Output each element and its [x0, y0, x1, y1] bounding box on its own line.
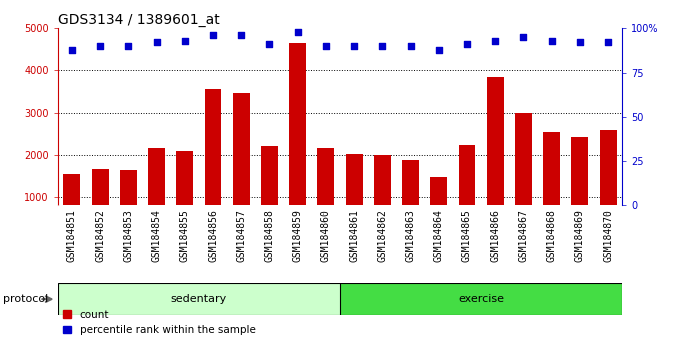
- Text: GSM184854: GSM184854: [152, 209, 162, 262]
- Point: [236, 33, 247, 38]
- FancyBboxPatch shape: [340, 283, 622, 315]
- Bar: [318, 148, 335, 239]
- Bar: [120, 170, 137, 239]
- Text: GSM184853: GSM184853: [123, 209, 133, 262]
- Text: sedentary: sedentary: [171, 294, 227, 304]
- Point: [602, 40, 613, 45]
- Text: GSM184859: GSM184859: [292, 209, 303, 262]
- Bar: [402, 160, 419, 239]
- Point: [575, 40, 585, 45]
- Point: [292, 29, 303, 35]
- Point: [320, 43, 331, 49]
- Text: GSM184857: GSM184857: [236, 209, 246, 262]
- Point: [546, 38, 557, 44]
- Point: [180, 38, 190, 44]
- Point: [433, 47, 444, 52]
- Text: GSM184870: GSM184870: [603, 209, 613, 262]
- Text: GSM184868: GSM184868: [547, 209, 557, 262]
- Point: [490, 38, 500, 44]
- Point: [123, 43, 134, 49]
- Point: [349, 43, 360, 49]
- Text: GSM184861: GSM184861: [349, 209, 359, 262]
- Bar: [176, 150, 193, 239]
- Point: [67, 47, 78, 52]
- Text: GSM184858: GSM184858: [265, 209, 275, 262]
- Bar: [600, 130, 617, 239]
- Text: GSM184865: GSM184865: [462, 209, 472, 262]
- Text: GSM184869: GSM184869: [575, 209, 585, 262]
- Text: GSM184851: GSM184851: [67, 209, 77, 262]
- Bar: [148, 148, 165, 239]
- Text: GSM184860: GSM184860: [321, 209, 331, 262]
- Point: [151, 40, 162, 45]
- Point: [95, 43, 105, 49]
- Bar: [458, 145, 475, 239]
- Text: GSM184864: GSM184864: [434, 209, 444, 262]
- Text: GSM184866: GSM184866: [490, 209, 500, 262]
- Text: GDS3134 / 1389601_at: GDS3134 / 1389601_at: [58, 13, 220, 27]
- Bar: [233, 93, 250, 239]
- Bar: [430, 177, 447, 239]
- Bar: [205, 89, 222, 239]
- Text: GSM184852: GSM184852: [95, 209, 105, 262]
- Point: [405, 43, 416, 49]
- Bar: [515, 113, 532, 239]
- Point: [207, 33, 218, 38]
- Legend: count, percentile rank within the sample: count, percentile rank within the sample: [63, 310, 256, 335]
- Point: [264, 41, 275, 47]
- Text: GSM184856: GSM184856: [208, 209, 218, 262]
- Text: exercise: exercise: [458, 294, 504, 304]
- Bar: [289, 42, 306, 239]
- FancyBboxPatch shape: [58, 283, 340, 315]
- Point: [518, 34, 529, 40]
- Text: GSM184862: GSM184862: [377, 209, 388, 262]
- Bar: [345, 154, 362, 239]
- Bar: [487, 77, 504, 239]
- Bar: [571, 137, 588, 239]
- Point: [377, 43, 388, 49]
- Text: GSM184863: GSM184863: [405, 209, 415, 262]
- Text: GSM184855: GSM184855: [180, 209, 190, 262]
- Bar: [261, 146, 278, 239]
- Text: GSM184867: GSM184867: [518, 209, 528, 262]
- Bar: [543, 132, 560, 239]
- Text: protocol: protocol: [3, 294, 49, 304]
- Bar: [63, 174, 80, 239]
- Point: [462, 41, 473, 47]
- Bar: [92, 170, 109, 239]
- Bar: [374, 155, 391, 239]
